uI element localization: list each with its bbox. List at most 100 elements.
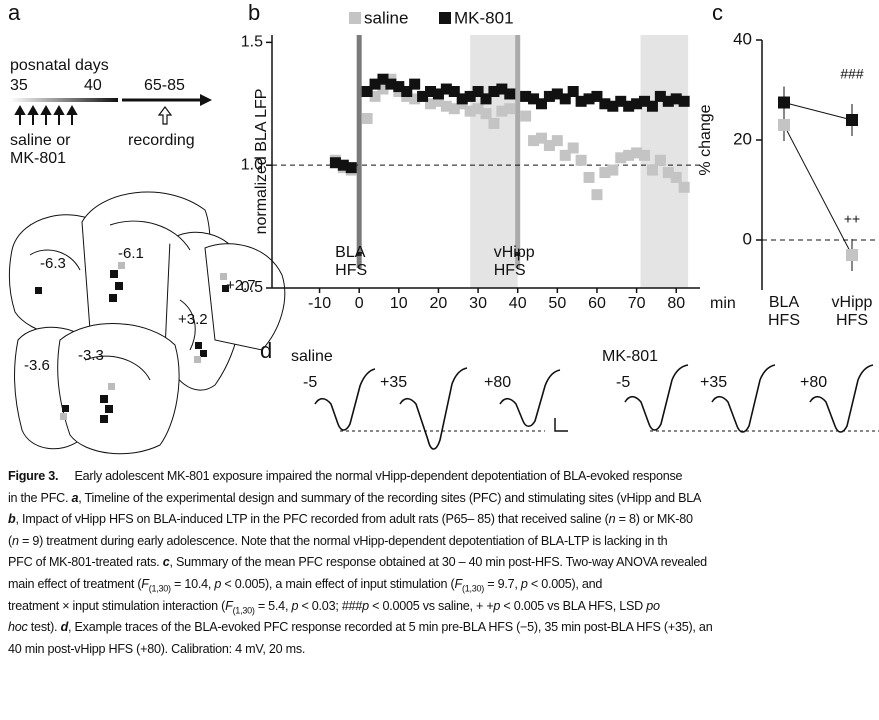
treatment-label: MK-801 (10, 150, 66, 167)
data-point (337, 159, 349, 171)
data-point (623, 100, 635, 112)
caption-text: , Impact of vHipp HFS on BLA-induced LTP… (15, 512, 609, 527)
data-point (631, 98, 643, 110)
data-point (528, 93, 540, 105)
data-point (583, 93, 595, 105)
data-point (464, 90, 476, 102)
data-point (567, 85, 579, 97)
figure: a posnatal days 35 40 65-85 saline or MK… (8, 0, 879, 455)
brain-sections (8, 191, 286, 455)
legend-swatch (349, 12, 361, 24)
day-label: 35 (10, 77, 28, 94)
data-point (670, 171, 682, 183)
data-point (496, 83, 508, 95)
data-point (678, 95, 690, 107)
data-point (654, 154, 666, 166)
trace-label: -5 (616, 374, 630, 391)
y-axis-label: % change (697, 104, 714, 175)
data-point (488, 117, 500, 129)
caption-text: in the PFC. (8, 490, 72, 505)
data-point (432, 95, 444, 107)
data-point (662, 95, 674, 107)
data-point (393, 81, 405, 93)
section-label: +2.7 (226, 277, 256, 294)
caption-text: = 9) treatment during early adolescence.… (18, 533, 668, 548)
caption-text: (1,30) (232, 605, 255, 616)
data-point (654, 90, 666, 102)
caption-text: F (141, 576, 149, 591)
caption-line: PFC of MK-801-treated rats. c, Summary o… (8, 552, 879, 574)
data-point (670, 93, 682, 105)
data-point (417, 90, 429, 102)
trace-group-label: MK-801 (602, 348, 658, 365)
data-point (646, 164, 658, 176)
caption-text: < 0.03; ### (298, 598, 363, 613)
legend-swatch (439, 12, 451, 24)
x-tick-label: 40 (509, 295, 527, 312)
data-point (480, 108, 492, 120)
treatment-label: saline or (10, 132, 71, 149)
stimulation-bar (515, 35, 521, 268)
recording-arrow (157, 106, 173, 125)
x-tick-label: 70 (628, 295, 646, 312)
panel-letter: d (260, 338, 272, 363)
data-point (472, 103, 484, 115)
trace-label: +80 (800, 374, 827, 391)
caption-text: Figure 3. (8, 469, 59, 483)
caption-text: F (225, 598, 233, 613)
section-label: +3.2 (178, 311, 208, 328)
caption-text: < 0.005), a main effect of input stimula… (221, 576, 455, 591)
trace-group-label: saline (291, 348, 333, 365)
data-point (599, 98, 611, 110)
data-point (369, 90, 381, 102)
caption-text: p (214, 576, 222, 591)
timeline-gradient (10, 98, 118, 102)
data-point (456, 93, 468, 105)
x-tick-label: 0 (355, 295, 364, 312)
data-point (615, 95, 627, 107)
data-point (543, 90, 555, 102)
section-label: -6.1 (118, 245, 144, 262)
caption-text: (1,30) (148, 583, 171, 594)
data-point (409, 93, 421, 105)
data-point (409, 78, 421, 90)
x-tick-label: 20 (430, 295, 448, 312)
x-axis-label: min (710, 295, 736, 312)
caption-line: hoc test). d, Example traces of the BLA-… (8, 617, 879, 639)
caption-line: 40 min post-vHipp HFS (+80). Calibration… (8, 639, 879, 661)
data-point (615, 152, 627, 164)
caption-text: < 0.005), and (527, 576, 603, 591)
panel-letter: a (8, 0, 21, 25)
data-point (639, 95, 651, 107)
data-point (528, 135, 540, 147)
data-point (678, 181, 690, 193)
x-category-label: vHipp HFS (831, 294, 873, 329)
section-label: -3.6 (24, 357, 50, 374)
caption-text: 40 min post-vHipp HFS (+80). Calibration… (8, 641, 306, 656)
section-label: -3.3 (78, 347, 104, 364)
caption-text: , Example traces of the BLA-evoked PFC r… (68, 620, 713, 635)
data-point (567, 142, 579, 154)
caption-text: b (8, 512, 16, 527)
data-point (440, 100, 452, 112)
day-label: 40 (84, 77, 102, 94)
y-tick-label: 20 (733, 129, 752, 148)
x-tick-label: 80 (667, 295, 685, 312)
trace-label: +35 (380, 374, 407, 391)
arrowhead (200, 94, 212, 106)
caption-line: (n = 9) treatment during early adolescen… (8, 531, 879, 553)
data-point (551, 88, 563, 100)
data-point (575, 154, 587, 166)
y-tick-label: 1.0 (241, 156, 263, 173)
data-point (607, 164, 619, 176)
analysis-window (470, 35, 518, 288)
figure-caption: Figure 3. Early adolescent MK-801 exposu… (8, 466, 879, 660)
data-point (778, 96, 790, 109)
traces (314, 364, 874, 450)
caption-text: ( (8, 533, 12, 548)
panel-letter: b (248, 0, 260, 25)
caption-text: po (646, 598, 660, 613)
data-point (551, 135, 563, 147)
